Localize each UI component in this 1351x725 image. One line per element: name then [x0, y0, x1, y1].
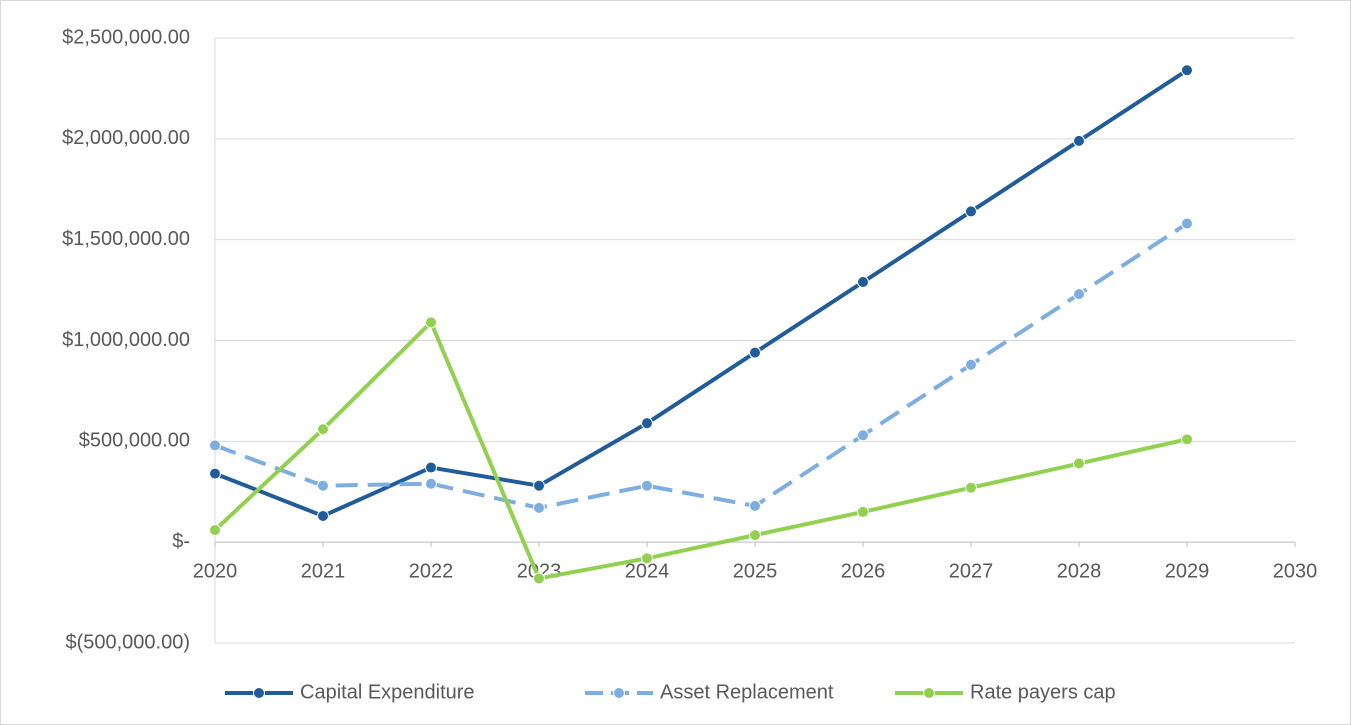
point [641, 552, 653, 565]
point [317, 509, 329, 522]
x-tick-label: 2021 [301, 560, 346, 582]
point [533, 572, 545, 585]
x-tick-label: 2028 [1057, 560, 1102, 582]
point [965, 358, 977, 371]
point [1181, 433, 1193, 446]
point [1073, 288, 1085, 301]
point [749, 499, 761, 512]
x-tick-label: 2024 [625, 560, 670, 582]
legend-marker [923, 687, 935, 699]
point [209, 524, 221, 537]
point [1181, 217, 1193, 230]
legend-label: Asset Replacement [660, 681, 834, 703]
y-tick-label: $2,500,000.00 [62, 26, 190, 48]
series-line [213, 320, 1188, 581]
y-tick-label: $500,000.00 [79, 430, 190, 452]
point [1181, 64, 1193, 77]
point [425, 316, 437, 329]
x-tick-label: 2025 [733, 560, 778, 582]
point [533, 501, 545, 514]
x-tick-label: 2026 [841, 560, 886, 582]
legend-label: Capital Expenditure [300, 681, 475, 703]
point [857, 276, 869, 289]
point [533, 479, 545, 492]
point [209, 439, 221, 452]
point [209, 467, 221, 480]
point [857, 505, 869, 518]
legend-label: Rate payers cap [970, 681, 1116, 703]
point [1073, 134, 1085, 147]
x-tick-label: 2027 [949, 560, 994, 582]
x-tick-label: 2020 [193, 560, 238, 582]
y-tick-label: $- [172, 530, 190, 552]
series-line [214, 221, 1189, 510]
y-tick-label: $1,000,000.00 [62, 329, 190, 351]
point [965, 205, 977, 218]
point [317, 423, 329, 436]
point [425, 461, 437, 474]
point [641, 479, 653, 492]
x-tick-label: 2022 [409, 560, 454, 582]
legend-marker [253, 687, 265, 699]
point [857, 429, 869, 442]
point [1073, 457, 1085, 470]
y-tick-label: $2,000,000.00 [62, 127, 190, 149]
point [749, 346, 761, 359]
point [641, 417, 653, 430]
series-line [214, 68, 1189, 518]
y-tick-label: $(500,000.00) [65, 631, 190, 653]
y-tick-label: $1,500,000.00 [62, 228, 190, 250]
point [965, 481, 977, 494]
point [425, 477, 437, 490]
legend-marker [613, 687, 625, 699]
point [749, 529, 761, 542]
point [317, 479, 329, 492]
x-tick-label: 2030 [1273, 560, 1318, 582]
x-tick-label: 2029 [1165, 560, 1210, 582]
